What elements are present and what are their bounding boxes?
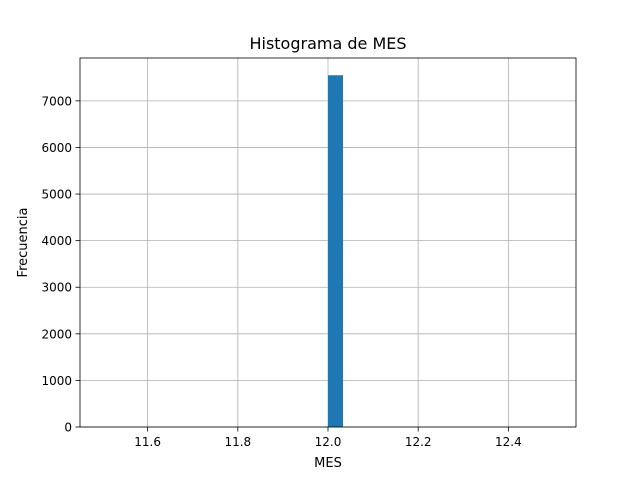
y-tick-label: 0 (64, 421, 72, 435)
tick-layer: 11.6 11.8 12.0 12.2 12.4 0 1000 2000 3000 4000 500… (41, 94, 521, 449)
x-tick-label: 12.2 (405, 435, 432, 449)
x-tick-label: 12.0 (315, 435, 342, 449)
bar-layer (328, 75, 344, 427)
x-tick-label: 11.8 (224, 435, 251, 449)
x-axis-label: MES (314, 456, 342, 471)
x-tick-label: 12.4 (495, 435, 522, 449)
y-axis-label: Frecuencia (16, 208, 31, 278)
y-tick-label: 3000 (41, 281, 72, 295)
y-tick-label: 2000 (41, 327, 72, 341)
y-tick-label: 4000 (41, 234, 72, 248)
x-tick-label: 11.6 (134, 435, 161, 449)
y-tick-label: 5000 (41, 188, 72, 202)
y-tick-label: 6000 (41, 141, 72, 155)
histogram-bar (328, 75, 344, 427)
chart-title: Histograma de MES (249, 34, 406, 53)
y-tick-label: 7000 (41, 94, 72, 108)
y-tick-label: 1000 (41, 374, 72, 388)
